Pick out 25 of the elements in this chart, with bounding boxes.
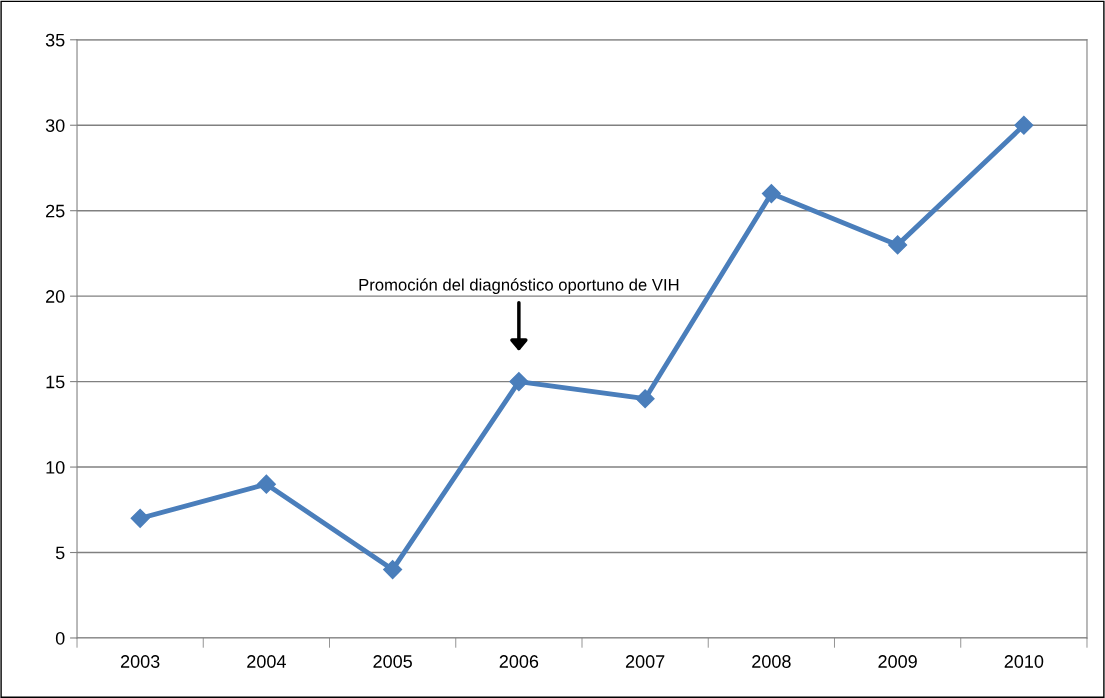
y-tick-label: 5 (55, 546, 65, 560)
y-tick-label: 15 (46, 375, 65, 389)
point (383, 560, 403, 580)
point (130, 508, 150, 528)
x-tick-label: 2008 (752, 655, 791, 668)
x-tick-label: 2003 (120, 655, 160, 668)
point (256, 474, 276, 494)
y-tick-label: 20 (46, 290, 65, 303)
x-tick-label: 2007 (625, 655, 665, 668)
point (509, 372, 529, 392)
x-tick-label: 2006 (499, 655, 539, 668)
y-tick-label: 10 (46, 461, 65, 474)
y-tick-label: 30 (45, 119, 65, 132)
x-tick-label: 2009 (878, 655, 917, 668)
point (888, 235, 908, 255)
y-tick-label: 25 (46, 204, 65, 218)
x-tick-label: 2005 (373, 655, 412, 668)
point (761, 184, 781, 204)
point (1014, 115, 1034, 135)
x-tick-label: 2004 (247, 655, 286, 668)
point (635, 389, 655, 409)
y-tick-label: 0 (55, 631, 65, 645)
annotation: Promoción del diagnóstico oportuno de VIH (359, 278, 679, 295)
x-tick-label: 2010 (1004, 655, 1044, 668)
y-tick-label: 35 (45, 33, 65, 47)
